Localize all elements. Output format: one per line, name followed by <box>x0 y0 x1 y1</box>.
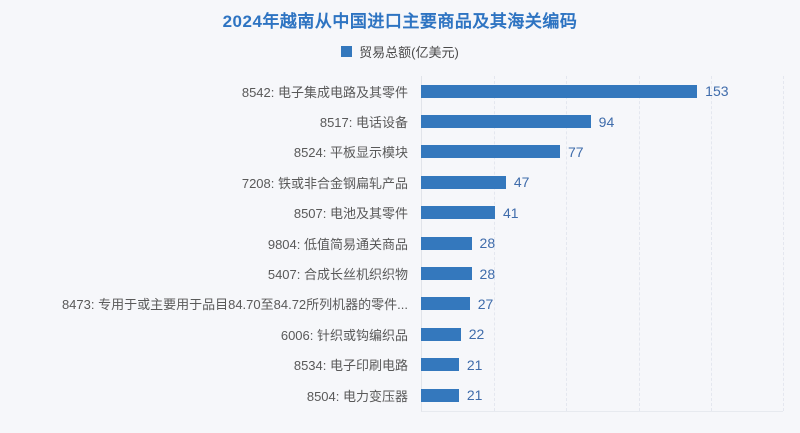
category-label: 8542: 电子集成电路及其零件 <box>241 84 408 100</box>
gridline <box>494 76 496 411</box>
chart-row: 8542: 电子集成电路及其零件 153 <box>0 76 800 106</box>
plot-cell: 28 <box>421 266 782 282</box>
chart-row: 8524: 平板显示模块 77 <box>0 137 800 167</box>
bar <box>421 84 698 98</box>
chart-row: 6006: 针织或钩编织品 22 <box>0 319 800 349</box>
gridline <box>783 76 784 411</box>
legend-swatch-icon <box>341 46 353 57</box>
category-label: 8473: 专用于或主要用于品目84.70至84.72所列机器的零件... <box>61 297 408 313</box>
category-label: 5407: 合成长丝机织织物 <box>267 267 408 283</box>
plot-cell: 47 <box>421 174 782 190</box>
category-label: 9804: 低值简易通关商品 <box>267 236 408 252</box>
chart-row: 8504: 电力变压器 21 <box>0 380 800 410</box>
category-label: 8517: 电话设备 <box>319 115 408 131</box>
value-label: 21 <box>466 387 483 404</box>
bar-chart: 8542: 电子集成电路及其零件 153 8517: 电话设备 94 8524:… <box>0 76 800 412</box>
chart-row: 8473: 专用于或主要用于品目84.70至84.72所列机器的零件... 27 <box>0 289 800 319</box>
chart-row: 9804: 低值简易通关商品 28 <box>0 228 800 258</box>
plot-cell: 94 <box>421 114 782 130</box>
value-label: 153 <box>705 83 729 100</box>
plot-cell: 41 <box>421 205 782 221</box>
bar <box>421 358 459 372</box>
chart-title: 2024年越南从中国进口主要商品及其海关编码 <box>222 12 578 31</box>
category-label: 6006: 针织或钩编织品 <box>280 327 408 343</box>
value-label: 28 <box>479 265 496 282</box>
category-label: 8534: 电子印刷电路 <box>293 358 408 374</box>
bar <box>421 175 506 189</box>
category-label: 7208: 铁或非合金钢扁轧产品 <box>241 175 408 191</box>
value-label: 27 <box>477 295 494 312</box>
value-label: 94 <box>598 113 615 130</box>
value-label: 22 <box>468 326 485 343</box>
chart-row: 8534: 电子印刷电路 21 <box>0 350 800 380</box>
bar <box>421 206 495 220</box>
gridline <box>638 76 640 411</box>
plot-cell: 77 <box>421 144 782 160</box>
plot-cell: 22 <box>421 326 782 342</box>
chart-rows: 8542: 电子集成电路及其零件 153 8517: 电话设备 94 8524:… <box>0 76 800 410</box>
value-label: 47 <box>513 174 530 191</box>
bar <box>421 145 560 159</box>
chart-row: 8507: 电池及其零件 41 <box>0 198 800 228</box>
bar <box>421 267 472 281</box>
bar <box>421 297 470 311</box>
value-label: 28 <box>479 235 496 252</box>
bar <box>421 327 461 341</box>
value-label: 21 <box>466 356 483 373</box>
bar <box>421 115 591 129</box>
category-label: 8504: 电力变压器 <box>306 388 408 404</box>
category-label: 8524: 平板显示模块 <box>293 145 408 161</box>
value-label: 77 <box>567 143 584 160</box>
category-label: 8507: 电池及其零件 <box>293 206 408 222</box>
legend: 贸易总额(亿美元) <box>0 45 800 60</box>
gridline <box>566 76 568 411</box>
chart-row: 5407: 合成长丝机织织物 28 <box>0 258 800 288</box>
bar <box>421 236 472 250</box>
value-label: 41 <box>503 204 519 221</box>
plot-cell: 153 <box>421 83 782 99</box>
chart-row: 7208: 铁或非合金钢扁轧产品 47 <box>0 167 800 197</box>
bar <box>421 388 459 402</box>
chart-row: 8517: 电话设备 94 <box>0 106 800 136</box>
plot-cell: 27 <box>421 296 782 312</box>
plot-cell: 28 <box>421 235 782 251</box>
plot-cell: 21 <box>421 357 782 373</box>
plot-cell: 21 <box>421 387 782 403</box>
gridline <box>710 76 712 411</box>
legend-label: 贸易总额(亿美元) <box>359 45 459 60</box>
